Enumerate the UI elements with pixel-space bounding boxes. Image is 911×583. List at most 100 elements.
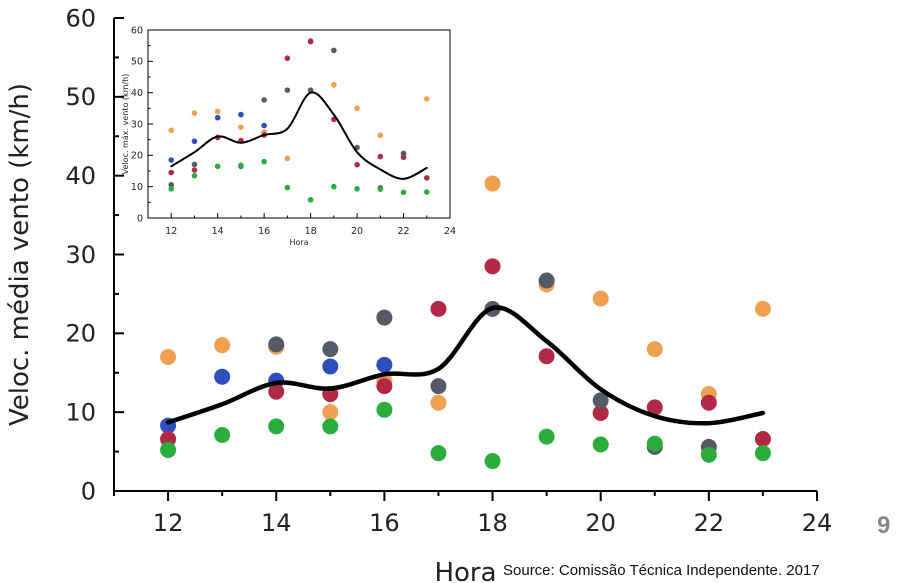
data-point: [592, 392, 609, 409]
data-point: [331, 47, 337, 54]
data-point: [191, 172, 198, 179]
y-tick-label: 0: [137, 213, 143, 224]
y-tick-label: 40: [131, 88, 143, 99]
data-point: [430, 445, 447, 462]
y-tick-label: 30: [131, 119, 143, 130]
data-point: [261, 97, 267, 103]
trend-line: [165, 305, 766, 426]
data-point: [354, 105, 360, 112]
data-point: [592, 404, 609, 421]
data-point: [214, 163, 221, 170]
data-point: [377, 153, 384, 160]
x-tick-label: 24: [444, 226, 456, 237]
data-point: [592, 436, 609, 453]
y-tick-label: 20: [65, 320, 96, 348]
data-point: [307, 38, 314, 45]
data-point: [430, 378, 447, 395]
data-point: [423, 189, 430, 195]
data-point: [191, 167, 198, 173]
data-point: [238, 162, 244, 169]
data-point: [322, 358, 339, 375]
x-axis-title: Hora: [289, 238, 308, 247]
y-tick-label: 30: [65, 241, 96, 269]
data-point: [484, 175, 501, 192]
data-point: [376, 309, 393, 326]
data-point: [214, 108, 221, 115]
data-point: [191, 110, 198, 116]
page-number: 9: [877, 512, 891, 539]
data-point: [700, 446, 717, 463]
y-tick-label: 10: [131, 182, 143, 193]
data-point: [354, 161, 360, 168]
x-tick-label: 18: [305, 226, 317, 237]
data-point: [168, 169, 175, 176]
data-point: [160, 430, 177, 447]
data-point: [538, 272, 555, 289]
data-point: [754, 430, 771, 447]
data-point: [538, 428, 555, 445]
trend-line: [170, 91, 428, 180]
data-point: [376, 401, 393, 418]
data-point: [430, 300, 447, 317]
y-tick-label: 20: [131, 151, 143, 162]
data-point: [261, 122, 267, 129]
y-tick-label: 10: [65, 399, 96, 427]
inset-chart: 0 10 20 30 40 50 60 12 14 16 18 20 22 24 Hora Veloc. má…: [121, 25, 456, 247]
data-point: [160, 348, 177, 365]
data-point: [307, 197, 314, 203]
y-tick-label: 50: [65, 83, 96, 111]
data-point: [700, 394, 717, 411]
x-tick-label: 24: [802, 509, 833, 537]
data-point: [268, 418, 285, 435]
data-point: [191, 161, 198, 168]
data-point: [322, 418, 339, 435]
data-point: [284, 55, 291, 61]
x-tick-label: 22: [397, 226, 409, 237]
data-point: [646, 399, 663, 416]
data-point: [538, 348, 555, 365]
data-point: [214, 427, 231, 444]
y-axis-title: Veloc. máx. vento (km/h): [121, 74, 130, 175]
x-tick-label: 14: [212, 226, 224, 237]
data-point: [646, 341, 663, 358]
source-citation: Source: Comissão Técnica Independente. 2…: [503, 562, 820, 579]
data-point: [214, 114, 221, 121]
x-axis-title: Hora: [434, 558, 496, 583]
data-point: [168, 127, 175, 134]
y-tick-label: 40: [65, 162, 96, 190]
x-tick-label: 12: [153, 509, 184, 537]
data-point: [322, 341, 339, 358]
data-point: [423, 96, 430, 102]
data-point: [754, 445, 771, 462]
data-point: [423, 175, 430, 181]
y-axis-title: Veloc. média vento (km/h): [5, 83, 35, 426]
x-tick-label: 20: [351, 226, 363, 237]
y-tick-label: 0: [81, 477, 96, 505]
data-point: [354, 186, 360, 192]
data-point: [400, 189, 407, 196]
x-tick-label: 16: [369, 509, 400, 537]
y-tick-label: 60: [65, 4, 96, 32]
data-point: [377, 132, 384, 139]
data-point: [261, 158, 267, 165]
data-point: [191, 138, 198, 145]
data-point: [400, 150, 407, 157]
data-point: [268, 383, 285, 400]
data-point: [168, 181, 175, 188]
data-point: [376, 356, 393, 373]
x-tick-label: 20: [585, 509, 616, 537]
data-point: [238, 111, 244, 118]
data-point: [331, 183, 337, 190]
x-tick-label: 16: [258, 226, 270, 237]
data-point: [592, 290, 609, 307]
data-point: [284, 184, 291, 191]
data-point: [484, 453, 501, 470]
data-point: [284, 155, 291, 162]
data-point: [484, 258, 501, 275]
data-point: [377, 186, 384, 192]
data-point: [754, 300, 771, 317]
data-point: [214, 337, 231, 354]
x-tick-label: 18: [477, 509, 508, 537]
data-point: [214, 368, 231, 385]
